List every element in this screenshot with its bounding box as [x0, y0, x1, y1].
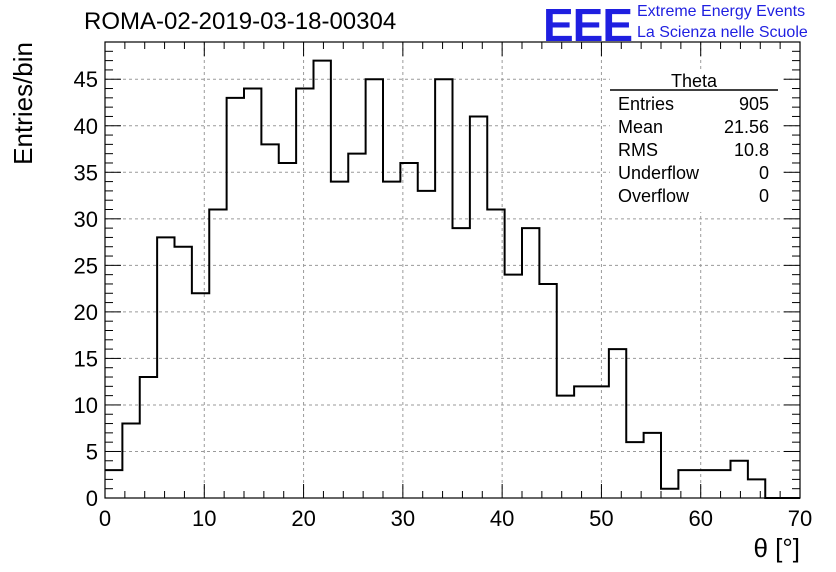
histogram-bin [678, 470, 695, 498]
histogram-bin [435, 79, 452, 498]
y-tick-label: 20 [74, 300, 98, 325]
histogram-bin [453, 228, 470, 498]
stats-value: 905 [739, 94, 769, 114]
histogram-bin [574, 386, 591, 498]
stats-label: RMS [618, 140, 658, 160]
histogram-bin [279, 163, 296, 498]
histogram-bin [366, 79, 383, 498]
histogram-bin [157, 237, 174, 498]
histogram-bin [505, 275, 522, 498]
y-axis-title: Entries/bin [8, 42, 38, 165]
histogram-bin [713, 470, 730, 498]
stats-box [610, 70, 780, 212]
stats-label: Overflow [618, 186, 690, 206]
histogram-bin [175, 247, 192, 498]
y-tick-label: 40 [74, 114, 98, 139]
chart-title: ROMA-02-2019-03-18-00304 [84, 8, 397, 35]
x-tick-label: 40 [490, 506, 514, 531]
histogram-bin [609, 349, 626, 498]
histogram-bin [644, 433, 661, 498]
histogram-bin [105, 470, 122, 498]
histogram-bin [140, 377, 157, 498]
stats-value: 0 [759, 163, 769, 183]
y-tick-label: 30 [74, 207, 98, 232]
y-tick-label: 15 [74, 346, 98, 371]
x-tick-label: 0 [99, 506, 111, 531]
logo-text-line2: La Scienza nelle Scuole [637, 24, 808, 41]
histogram-bin [261, 144, 278, 498]
stats-value: 10.8 [734, 140, 769, 160]
histogram-bin [348, 154, 365, 498]
y-tick-label: 35 [74, 160, 98, 185]
histogram-bin [470, 116, 487, 498]
x-tick-label: 20 [291, 506, 315, 531]
stats-label: Entries [618, 94, 674, 114]
histogram-bin [539, 284, 556, 498]
x-tick-label: 50 [589, 506, 613, 531]
histogram-bin [522, 228, 539, 498]
plot-frame [104, 41, 801, 499]
histogram-bin [696, 470, 713, 498]
y-tick-label: 25 [74, 253, 98, 278]
histogram-bin [227, 98, 244, 498]
histogram-bin [244, 89, 261, 498]
histogram-bin [661, 489, 678, 498]
histogram-bin [192, 293, 209, 498]
histogram-bin [314, 61, 331, 498]
histogram-bin [122, 424, 139, 498]
histogram-bin [296, 89, 313, 498]
y-tick-label: 5 [86, 439, 98, 464]
histogram-bin [592, 386, 609, 498]
x-tick-label: 30 [391, 506, 415, 531]
stats-title: Theta [671, 71, 718, 91]
y-tick-label: 45 [74, 67, 98, 92]
histogram-bin [731, 461, 748, 498]
histogram-bin [383, 182, 400, 498]
histogram-bin [400, 163, 417, 498]
logo-text-line1: Extreme Energy Events [637, 3, 806, 20]
x-tick-label: 10 [192, 506, 216, 531]
stats-value: 21.56 [724, 117, 769, 137]
stats-value: 0 [759, 186, 769, 206]
histogram-bin [748, 479, 765, 498]
x-axis-title: θ [°] [753, 533, 800, 563]
y-tick-label: 0 [86, 486, 98, 511]
y-tick-label: 10 [74, 393, 98, 418]
histogram-bin [626, 442, 643, 498]
histogram-bin [487, 210, 504, 498]
histogram-bin [557, 396, 574, 498]
x-tick-label: 70 [788, 506, 812, 531]
histogram-bin [331, 182, 348, 498]
histogram-bin [418, 191, 435, 498]
histogram-bin [209, 210, 226, 498]
histogram-line [105, 59, 800, 499]
stats-label: Underflow [618, 163, 700, 183]
stats-label: Mean [618, 117, 663, 137]
x-tick-label: 60 [688, 506, 712, 531]
